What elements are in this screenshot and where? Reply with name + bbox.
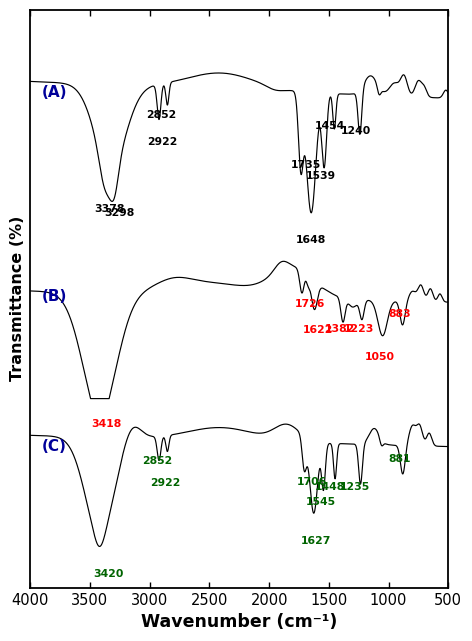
- Text: 883: 883: [388, 309, 411, 319]
- Text: 1050: 1050: [364, 352, 395, 362]
- Text: 2852: 2852: [142, 456, 172, 466]
- Text: 1706: 1706: [296, 478, 327, 487]
- Text: 1622: 1622: [303, 326, 333, 335]
- Text: 2922: 2922: [150, 478, 180, 488]
- Text: 1454: 1454: [315, 121, 345, 131]
- Text: 1627: 1627: [301, 535, 331, 545]
- Y-axis label: Transmittance (%): Transmittance (%): [10, 216, 25, 381]
- Text: 2852: 2852: [146, 110, 177, 120]
- Text: (A): (A): [42, 85, 67, 101]
- Text: 1539: 1539: [306, 171, 336, 181]
- Text: 2922: 2922: [147, 137, 177, 147]
- Text: 3420: 3420: [93, 569, 124, 579]
- Text: 1223: 1223: [344, 324, 374, 335]
- Text: 1235: 1235: [340, 482, 371, 492]
- Text: 1240: 1240: [341, 126, 371, 136]
- Text: 1648: 1648: [296, 235, 326, 245]
- Text: 3378: 3378: [94, 204, 124, 214]
- Text: 1735: 1735: [291, 160, 321, 171]
- Text: 3418: 3418: [92, 419, 122, 429]
- Text: 1382: 1382: [325, 324, 355, 333]
- Text: (B): (B): [42, 289, 67, 304]
- Text: 3298: 3298: [104, 208, 135, 218]
- Text: 1545: 1545: [306, 497, 336, 507]
- Text: (C): (C): [42, 438, 67, 454]
- Text: 1726: 1726: [295, 299, 325, 309]
- X-axis label: Wavenumber (cm⁻¹): Wavenumber (cm⁻¹): [141, 613, 337, 631]
- Text: 881: 881: [388, 454, 411, 465]
- Text: 1448: 1448: [315, 482, 346, 492]
